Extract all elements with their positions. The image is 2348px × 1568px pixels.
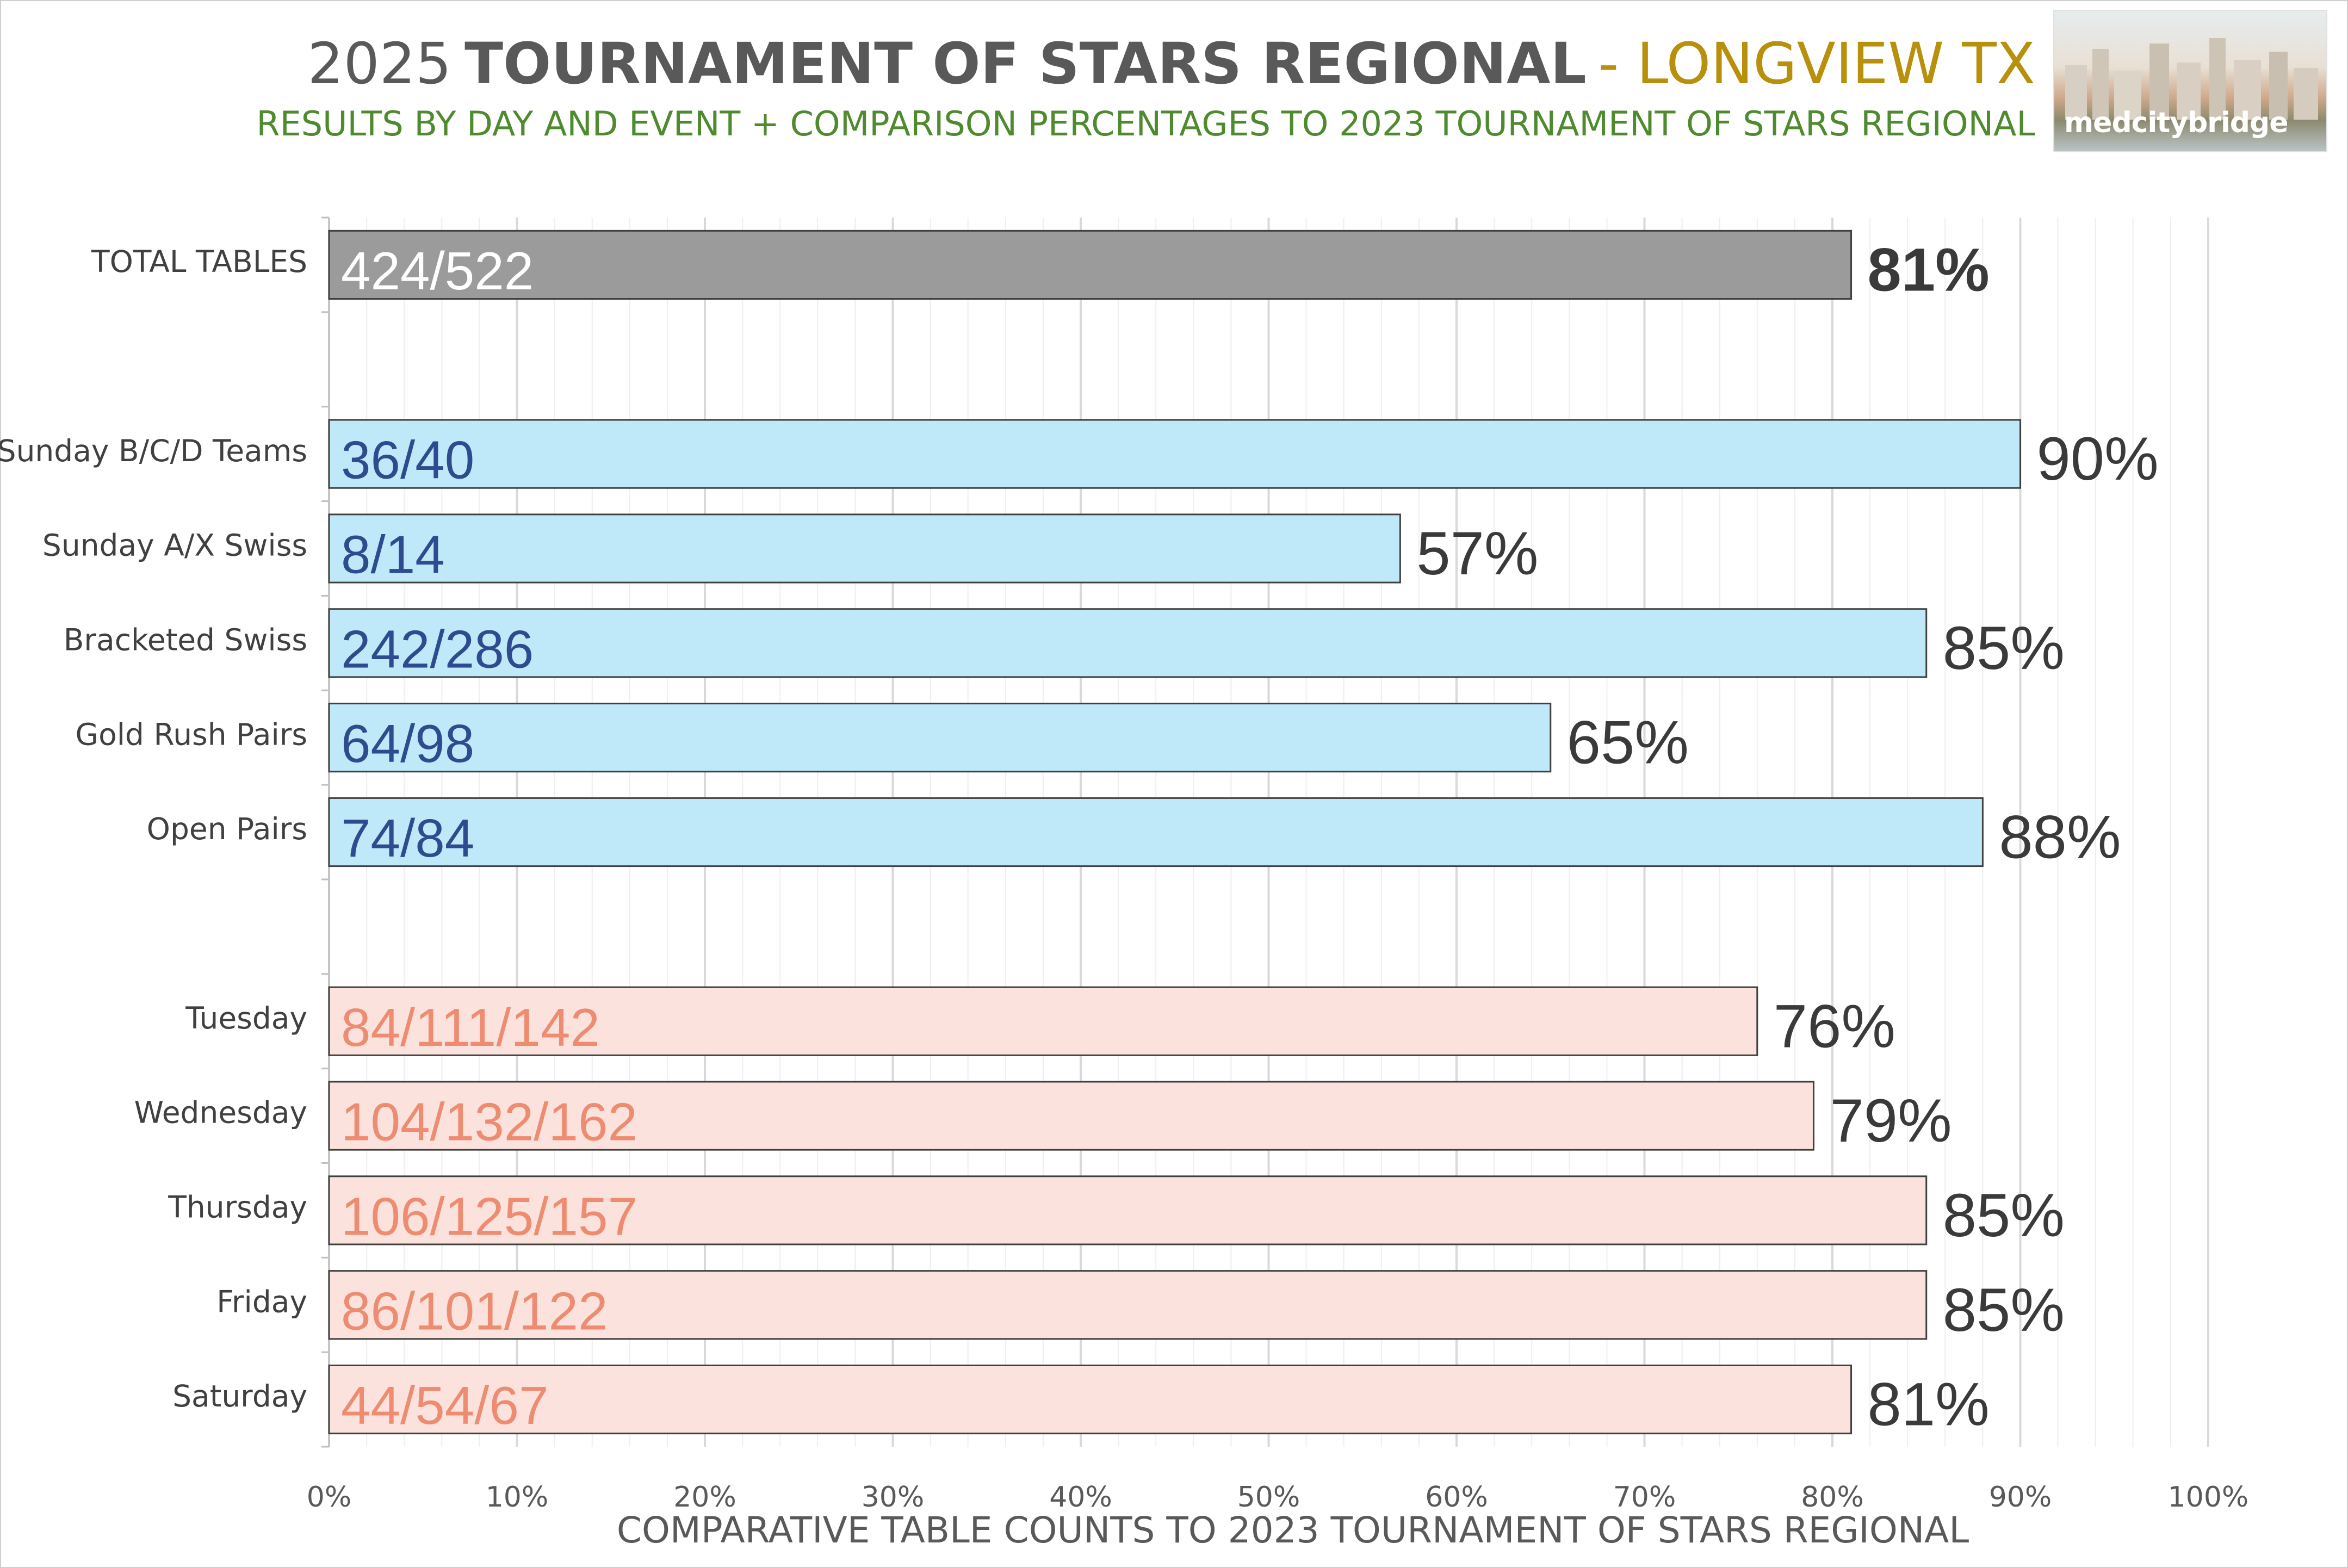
bar-count-label: 104/132/162 bbox=[341, 1092, 637, 1152]
bar-count-label: 8/14 bbox=[341, 525, 445, 585]
bar-day bbox=[328, 1270, 1928, 1340]
x-axis-title: COMPARATIVE TABLE COUNTS TO 2023 TOURNAM… bbox=[616, 1509, 1969, 1551]
category-label: Tuesday bbox=[185, 1001, 307, 1036]
category-label: Wednesday bbox=[134, 1095, 307, 1130]
title-location: - LONGVIEW TX bbox=[1598, 30, 2035, 97]
x-tick-label: 70% bbox=[1613, 1481, 1676, 1514]
percent-label: 85% bbox=[1943, 1276, 2065, 1344]
skyline-image-icon bbox=[2065, 38, 2318, 120]
category-axis bbox=[321, 216, 330, 1448]
medcitybridge-logo: medcitybridge bbox=[2053, 10, 2327, 152]
bar-count-label: 36/40 bbox=[341, 430, 474, 490]
bar-count-label: 86/101/122 bbox=[341, 1281, 608, 1341]
logo-text: medcitybridge bbox=[2064, 107, 2288, 139]
percent-label: 81% bbox=[1868, 235, 1990, 303]
x-tick-label: 100% bbox=[2168, 1481, 2249, 1514]
percent-label: 79% bbox=[1830, 1087, 1951, 1155]
x-tick-label: 20% bbox=[673, 1481, 736, 1514]
percent-label: 85% bbox=[1943, 614, 2065, 682]
chart-subtitle: RESULTS BY DAY AND EVENT + COMPARISON PE… bbox=[256, 104, 2035, 144]
bar-day bbox=[328, 1175, 1928, 1245]
percent-label: 65% bbox=[1567, 709, 1689, 777]
bar-day bbox=[328, 1364, 1853, 1435]
bar-day bbox=[328, 1081, 1814, 1151]
percent-label: 88% bbox=[1999, 803, 2121, 871]
category-label: Gold Rush Pairs bbox=[76, 717, 308, 752]
title-year: 2025 bbox=[307, 30, 452, 97]
bars bbox=[328, 230, 2021, 1435]
bar-event bbox=[328, 419, 2021, 489]
bar-count-label: 74/84 bbox=[341, 808, 474, 868]
bar-event bbox=[328, 608, 1928, 678]
title-main: TOURNAMENT OF STARS REGIONAL bbox=[464, 30, 1587, 97]
bar-count-label: 84/111/142 bbox=[341, 997, 600, 1057]
bar-event bbox=[328, 797, 1984, 867]
category-label: TOTAL TABLES bbox=[91, 244, 307, 279]
bar-total bbox=[328, 230, 1853, 300]
category-label: Sunday B/C/D Teams bbox=[0, 433, 307, 468]
percent-label: 85% bbox=[1943, 1181, 2065, 1249]
category-label: Friday bbox=[216, 1284, 307, 1319]
bar-labels: TOTAL TABLES 424/522 81% Sunday B/C/D Teams… bbox=[0, 235, 2159, 1438]
bar-count-label: 106/125/157 bbox=[341, 1186, 637, 1246]
bar-event bbox=[328, 703, 1552, 773]
percent-label: 81% bbox=[1868, 1371, 1990, 1439]
x-tick-label: 10% bbox=[486, 1481, 549, 1514]
bar-count-label: 242/286 bbox=[341, 619, 534, 679]
category-label: Thursday bbox=[168, 1190, 307, 1225]
percent-label: 90% bbox=[2037, 425, 2159, 493]
x-tick-label: 80% bbox=[1801, 1481, 1864, 1514]
category-label: Sunday A/X Swiss bbox=[42, 528, 307, 563]
bar-count-label: 64/98 bbox=[341, 714, 474, 773]
x-tick-label: 30% bbox=[862, 1481, 925, 1514]
x-tick-label: 90% bbox=[1989, 1481, 2052, 1514]
x-tick-label: 50% bbox=[1237, 1481, 1300, 1514]
percent-label: 76% bbox=[1774, 992, 1895, 1060]
x-axis-ticks: 0% 10% 20% 30% 40% 50% 60% 70% 80% 90% 100% bbox=[307, 1481, 2249, 1514]
category-label: Bracketed Swiss bbox=[64, 622, 307, 657]
percent-label: 57% bbox=[1416, 519, 1538, 587]
x-tick-label: 0% bbox=[307, 1481, 352, 1514]
bar-count-label: 44/54/67 bbox=[341, 1375, 548, 1435]
category-label: Open Pairs bbox=[147, 811, 307, 846]
bar-day bbox=[328, 986, 1758, 1056]
bar-event bbox=[328, 513, 1401, 584]
chart-title: 2025 TOURNAMENT OF STARS REGIONAL - LONGVI… bbox=[307, 28, 2035, 99]
x-tick-label: 60% bbox=[1425, 1481, 1488, 1514]
x-tick-label: 40% bbox=[1049, 1481, 1112, 1514]
category-label: Saturday bbox=[172, 1379, 307, 1414]
bar-count-label: 424/522 bbox=[341, 241, 534, 301]
